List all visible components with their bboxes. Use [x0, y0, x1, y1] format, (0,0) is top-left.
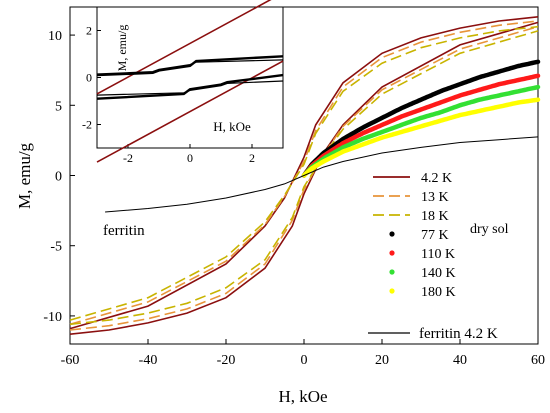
inset-y-tick-label: -2 [82, 118, 92, 132]
x-tick-label: -60 [61, 353, 80, 368]
legend-background [365, 167, 469, 306]
legend-marker-180-k [389, 288, 395, 294]
series-140-k [301, 84, 541, 178]
inset-series-110-k-upper [96, 59, 284, 75]
inset-series-4-2-k-upper [96, 0, 272, 95]
series-110-k [301, 73, 541, 178]
inset-x-tick-label: 0 [187, 151, 193, 165]
series-18-k-descending-branch [69, 30, 539, 326]
series-18-k-ascending-branch [69, 25, 539, 321]
x-tick-label: 60 [531, 353, 545, 368]
series-ferritin-4-2-k [105, 136, 539, 213]
legend-label-4-2-k: 4.2 K [421, 171, 452, 186]
y-axis-label: M, emu/g [15, 142, 34, 209]
legend-label-18-k: 18 K [421, 209, 449, 224]
series-4-2-k-ascending-branch [69, 16, 539, 330]
y-tick-label: -10 [43, 310, 62, 325]
series-4-2-k-descending-branch [69, 21, 539, 335]
x-tick-label: 20 [375, 353, 389, 368]
x-tick-label: 40 [453, 353, 467, 368]
legend-marker-77-k [389, 231, 395, 237]
legend-label-140-k: 140 K [421, 266, 456, 281]
series-180-k [301, 97, 541, 178]
series-77-k [301, 59, 541, 178]
inset-series-110-k-lower [96, 80, 284, 96]
inset-series-77-k-lower [96, 73, 284, 100]
y-tick-label: 5 [55, 99, 62, 114]
inset-x-tick-label: -2 [123, 151, 133, 165]
inset-y-tick-label: 0 [86, 71, 92, 85]
inset-x-axis-label: H, kOe [213, 119, 251, 134]
y-tick-label: 0 [55, 170, 62, 185]
x-tick-label: -20 [217, 353, 236, 368]
legend-label-180-k: 180 K [421, 285, 456, 300]
legend: 4.2 K 13 K 18 K 77 K 110 K 140 K 180 K ferritin… [365, 167, 498, 342]
legend-label-110-k: 110 K [421, 247, 455, 262]
inset-chart: -2 0 2 -2 0 2 H, kOe M, emu/g [82, 0, 284, 165]
legend-label-77-k: 77 K [421, 228, 449, 243]
series-13-k-descending-branch [69, 25, 539, 331]
inset-y-axis-label: M, emu/g [115, 25, 129, 72]
x-tick-label: 0 [301, 353, 308, 368]
y-tick-label: 10 [48, 29, 62, 44]
legend-marker-110-k [389, 250, 395, 256]
inset-y-tick-label: 2 [86, 24, 92, 38]
y-tick-label: -5 [50, 240, 62, 255]
inset-series-77-k-upper [96, 55, 284, 77]
x-axis-label: H, kOe [278, 387, 327, 406]
legend-label-13-k: 13 K [421, 190, 449, 205]
legend-label-ferritin-4-2-k: ferritin 4.2 K [419, 326, 498, 342]
series-13-k-ascending-branch [69, 20, 539, 326]
inset-x-tick-label: 2 [249, 151, 255, 165]
annotation-dry-sol: dry sol [470, 222, 509, 237]
annotation-ferritin: ferritin [103, 223, 145, 239]
main-series-layer [69, 16, 541, 335]
x-tick-label: -40 [139, 353, 158, 368]
legend-marker-140-k [389, 269, 395, 275]
